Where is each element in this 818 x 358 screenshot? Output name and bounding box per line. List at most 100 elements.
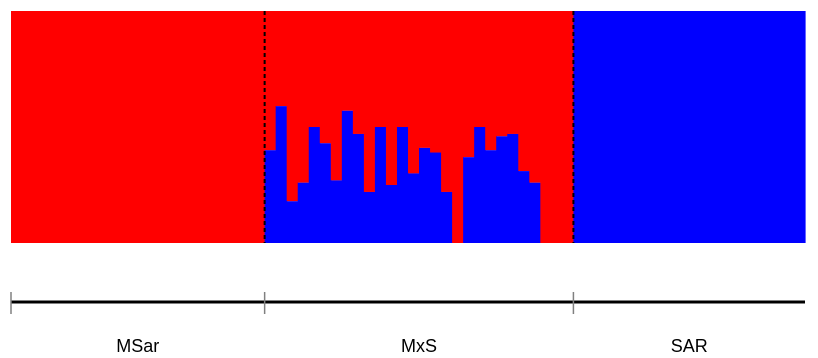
bar-msar-4-cluster-1: [44, 11, 56, 243]
bar-msar-18-cluster-1: [198, 11, 211, 243]
bar-mxs-6-cluster-2: [319, 143, 332, 243]
bar-msar-11-cluster-1: [121, 11, 133, 243]
bar-mxs-19-cluster-1: [463, 11, 475, 158]
bar-mxs-12-cluster-1: [385, 11, 398, 185]
bar-sar-17-cluster-2: [749, 11, 762, 243]
bar-msar-3-cluster-1: [33, 11, 45, 243]
bar-sar-11-cluster-2: [683, 11, 696, 243]
bar-mxs-7-cluster-2: [330, 180, 343, 243]
bar-mxs-2-cluster-2: [275, 106, 288, 244]
bar-mxs-11-cluster-2: [374, 127, 387, 243]
bar-sar-9-cluster-2: [661, 11, 674, 243]
bar-sar-13-cluster-2: [705, 11, 718, 243]
bars-layer: [11, 11, 806, 244]
bar-mxs-13-cluster-1: [396, 11, 409, 127]
bar-mxs-7-cluster-1: [330, 11, 343, 181]
bar-mxs-23-cluster-1: [507, 11, 519, 134]
bar-sar-10-cluster-2: [672, 11, 685, 243]
group-label-mxs: MxS: [401, 336, 437, 356]
bar-mxs-22-cluster-2: [496, 136, 508, 243]
group-dividers: [263, 11, 575, 243]
bar-msar-1-cluster-1: [11, 11, 23, 243]
bar-sar-4-cluster-2: [606, 11, 619, 243]
bar-sar-16-cluster-2: [738, 11, 751, 243]
bar-msar-2-cluster-1: [22, 11, 34, 243]
bar-mxs-6-cluster-1: [319, 11, 332, 144]
bar-mxs-20-cluster-1: [474, 11, 486, 127]
bar-mxs-1-cluster-1: [264, 11, 277, 151]
bar-mxs-28-cluster-1: [562, 11, 575, 243]
bar-mxs-24-cluster-1: [518, 11, 530, 172]
bar-msar-19-cluster-1: [209, 11, 222, 243]
bar-sar-14-cluster-2: [716, 11, 729, 243]
bar-msar-16-cluster-1: [176, 11, 189, 243]
bar-mxs-20-cluster-2: [474, 127, 486, 243]
bar-msar-6-cluster-1: [66, 11, 78, 243]
bar-msar-21-cluster-1: [231, 11, 244, 243]
bar-msar-23-cluster-1: [253, 11, 266, 243]
group-label-msar: MSar: [116, 336, 159, 356]
bar-sar-7-cluster-2: [639, 11, 652, 243]
bar-mxs-4-cluster-2: [297, 182, 310, 243]
bar-sar-1-cluster-2: [573, 11, 586, 243]
bar-mxs-2-cluster-1: [275, 11, 288, 107]
bar-mxs-12-cluster-2: [385, 185, 398, 243]
bar-mxs-22-cluster-1: [496, 11, 508, 137]
bar-sar-6-cluster-2: [628, 11, 641, 243]
bar-msar-7-cluster-1: [77, 11, 89, 243]
bar-msar-12-cluster-1: [132, 11, 144, 243]
bar-mxs-5-cluster-2: [308, 127, 321, 243]
group-label-sar: SAR: [671, 336, 708, 356]
bar-msar-9-cluster-1: [99, 11, 111, 243]
bar-sar-12-cluster-2: [694, 11, 707, 243]
bar-mxs-26-cluster-1: [540, 11, 552, 243]
bar-mxs-9-cluster-2: [352, 133, 365, 243]
bar-msar-17-cluster-1: [187, 11, 200, 243]
bar-sar-3-cluster-2: [595, 11, 608, 243]
bar-mxs-11-cluster-1: [374, 11, 387, 127]
bar-mxs-19-cluster-2: [463, 157, 475, 243]
bar-mxs-5-cluster-1: [308, 11, 321, 127]
bar-mxs-15-cluster-2: [419, 147, 431, 243]
bar-mxs-3-cluster-2: [286, 201, 299, 243]
bar-sar-21-cluster-2: [793, 11, 806, 243]
bar-mxs-13-cluster-2: [396, 127, 409, 243]
bar-sar-2-cluster-2: [584, 11, 597, 243]
bar-mxs-27-cluster-1: [551, 11, 563, 243]
bar-mxs-10-cluster-2: [363, 191, 376, 243]
bar-msar-8-cluster-1: [88, 11, 100, 243]
bar-sar-5-cluster-2: [617, 11, 630, 243]
group-ticks: [10, 292, 575, 314]
bar-mxs-21-cluster-2: [485, 150, 497, 243]
bar-mxs-14-cluster-2: [408, 173, 420, 243]
bar-mxs-21-cluster-1: [485, 11, 497, 151]
bar-sar-15-cluster-2: [727, 11, 740, 243]
bar-msar-20-cluster-1: [220, 11, 233, 243]
bar-sar-18-cluster-2: [760, 11, 773, 243]
bar-mxs-18-cluster-1: [452, 11, 464, 243]
bar-msar-13-cluster-1: [143, 11, 155, 243]
bar-mxs-25-cluster-1: [529, 11, 541, 183]
bar-mxs-16-cluster-1: [430, 11, 442, 153]
bar-msar-10-cluster-1: [110, 11, 122, 243]
bar-mxs-24-cluster-2: [518, 171, 530, 243]
bar-msar-15-cluster-1: [165, 11, 178, 243]
bar-mxs-1-cluster-2: [264, 150, 277, 243]
bar-mxs-4-cluster-1: [297, 11, 310, 183]
bar-mxs-14-cluster-1: [408, 11, 420, 174]
bar-mxs-17-cluster-2: [441, 191, 453, 243]
bar-sar-8-cluster-2: [650, 11, 663, 243]
bar-mxs-9-cluster-1: [352, 11, 365, 134]
group-labels: MSar MxS SAR: [116, 336, 707, 356]
bar-mxs-10-cluster-1: [363, 11, 376, 192]
bar-msar-14-cluster-1: [154, 11, 166, 243]
bar-mxs-23-cluster-2: [507, 133, 519, 243]
bar-sar-19-cluster-2: [771, 11, 784, 243]
bar-mxs-25-cluster-2: [529, 182, 541, 243]
bar-msar-5-cluster-1: [55, 11, 67, 243]
bar-mxs-8-cluster-2: [341, 110, 354, 243]
bar-sar-20-cluster-2: [782, 11, 795, 243]
bar-mxs-16-cluster-2: [430, 152, 442, 243]
bar-mxs-15-cluster-1: [419, 11, 431, 148]
